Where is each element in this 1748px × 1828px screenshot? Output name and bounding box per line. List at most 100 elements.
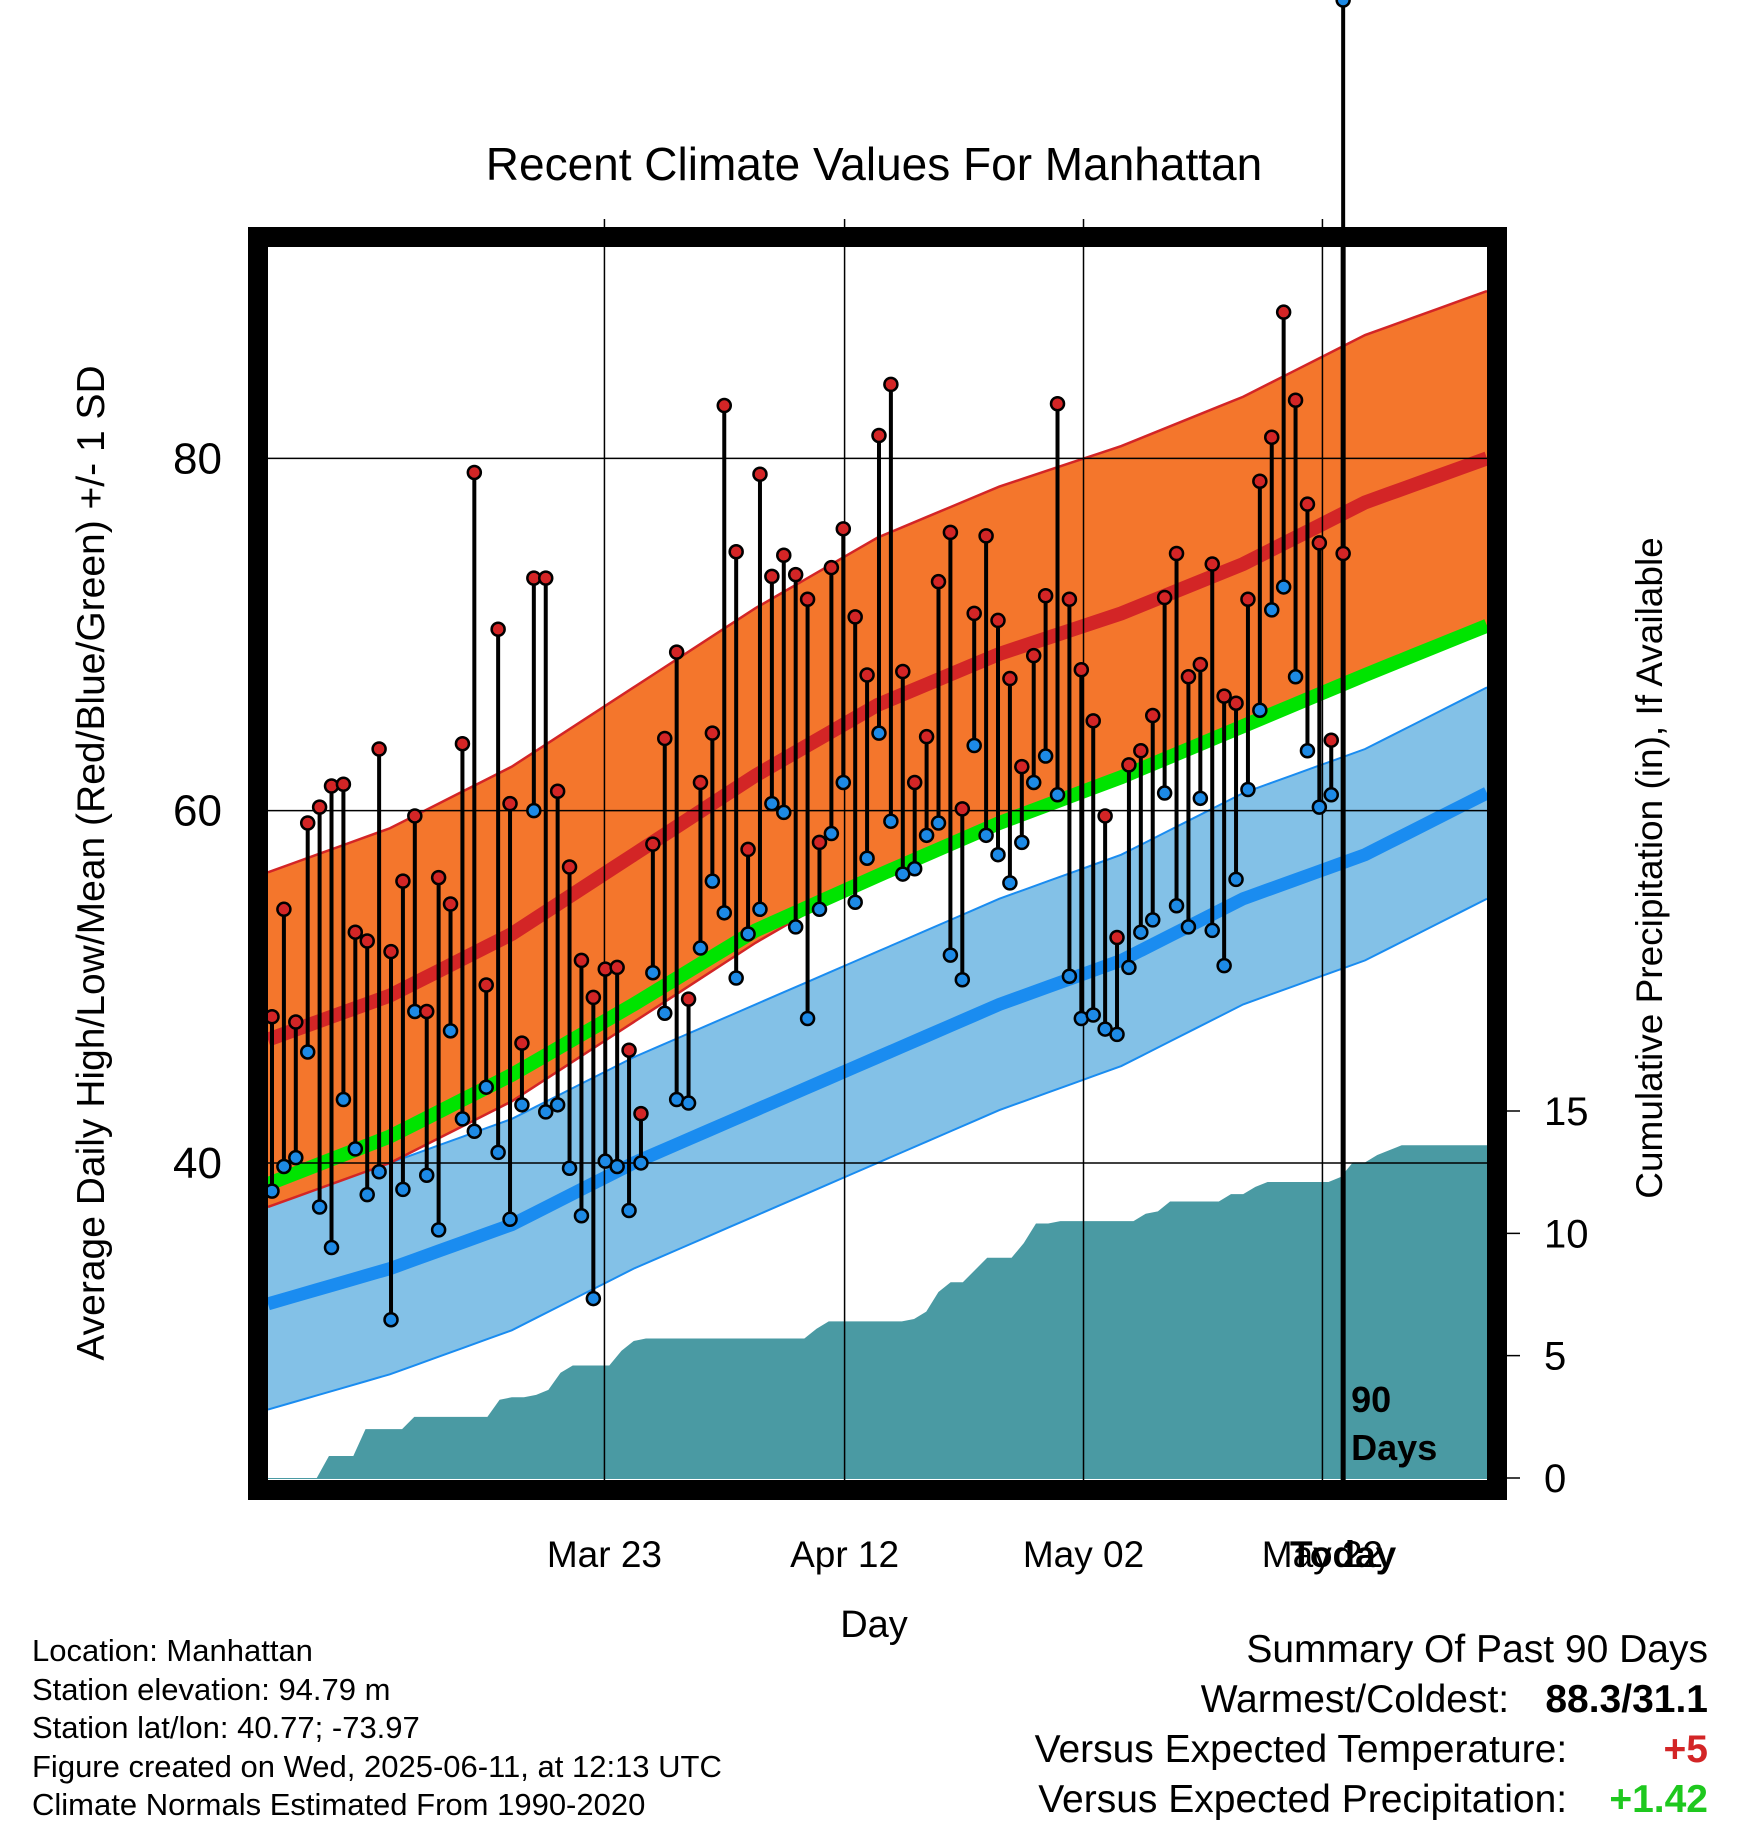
daily-high-point	[335, 776, 352, 792]
daily-high-point	[549, 783, 566, 800]
daily-high-point	[573, 952, 590, 969]
y2-tick-label: 10	[1544, 1212, 1589, 1256]
daily-low-point	[1204, 922, 1220, 939]
daily-low-point	[657, 1005, 673, 1021]
days-annotation-line2: Days	[1351, 1427, 1437, 1468]
daily-high-point	[454, 735, 471, 752]
daily-low-point	[418, 1167, 435, 1184]
daily-high-point	[835, 521, 852, 537]
normal-low-line	[266, 787, 1490, 1311]
daily-low-point	[609, 1158, 625, 1175]
daily-high-point	[1204, 556, 1220, 572]
daily-high-point	[1156, 589, 1173, 606]
temp-value: +5	[1663, 1728, 1708, 1771]
daily-low-point	[323, 1239, 340, 1256]
daily-low-point	[764, 795, 780, 812]
daily-low-point	[585, 1290, 602, 1307]
daily-high-point	[561, 859, 578, 875]
plot-frame	[248, 227, 1507, 1500]
daily-low-point	[787, 919, 804, 935]
station-info: Location: Manhattan Station elevation: 9…	[32, 1632, 722, 1825]
y-tick-label: 60	[173, 787, 222, 836]
daily-low-point	[930, 815, 947, 831]
daily-high-point	[692, 774, 709, 791]
daily-low-point	[823, 825, 840, 842]
daily-low-point	[1061, 968, 1078, 984]
daily-low-point	[1156, 785, 1173, 801]
daily-high-point	[1323, 732, 1340, 748]
y2-axis-label: Cumulative Precipitation (in), If Availa…	[1629, 537, 1670, 1199]
daily-high-point	[990, 612, 1006, 629]
daily-low-point	[1287, 669, 1304, 685]
daily-low-point	[502, 1211, 518, 1228]
y2-tick-label: 15	[1544, 1090, 1589, 1134]
daily-low-point	[276, 1158, 292, 1175]
daily-high-point	[871, 427, 887, 444]
daily-low-point	[1168, 898, 1185, 914]
daily-low-point	[359, 1186, 375, 1203]
daily-high-point	[1014, 758, 1030, 775]
daily-high-point	[1275, 304, 1292, 320]
daily-high-point	[621, 1042, 637, 1058]
chart-title: Recent Climate Values For Manhattan	[486, 138, 1262, 190]
daily-high-point	[276, 901, 292, 918]
daily-high-point	[716, 397, 733, 414]
daily-low-point	[740, 926, 756, 942]
daily-high-point	[1299, 496, 1316, 512]
summary-warm-cold: Warmest/Coldest: 88.3/31.1	[1035, 1675, 1708, 1725]
daily-high-point	[645, 836, 661, 852]
summary-title: Summary Of Past 90 Days	[1246, 1628, 1708, 1671]
daily-low-point	[549, 1097, 566, 1113]
x-axis-label: Day	[840, 1604, 908, 1646]
daily-high-point	[478, 977, 494, 993]
daily-low-point	[454, 1111, 471, 1127]
daily-low-point	[1180, 919, 1197, 935]
daily-low-point	[1121, 959, 1137, 976]
daily-low-point	[680, 1095, 697, 1111]
daily-high-point	[514, 1035, 530, 1051]
daily-high-point	[954, 801, 971, 817]
daily-high-point	[906, 774, 923, 791]
daily-high-point	[918, 728, 935, 745]
daily-high-point	[752, 466, 768, 482]
daily-high-point	[1085, 713, 1101, 729]
daily-low-point	[383, 1311, 399, 1328]
daily-low-point	[1025, 774, 1042, 791]
daily-high-point	[1263, 429, 1280, 445]
daily-high-point	[347, 924, 364, 940]
daily-low-point	[954, 972, 971, 988]
y2-tick-label: 0	[1544, 1457, 1566, 1501]
daily-low-point	[942, 947, 959, 963]
daily-high-point	[728, 543, 744, 560]
daily-low-point	[990, 846, 1006, 863]
daily-low-point	[478, 1079, 494, 1095]
daily-low-point	[311, 1199, 328, 1215]
daily-high-point	[1228, 695, 1244, 711]
daily-high-point	[1252, 473, 1268, 490]
precip-area	[268, 1145, 1487, 1479]
daily-low-point	[811, 901, 828, 918]
daily-high-point	[883, 376, 899, 393]
x-tick-label: Apr 12	[790, 1534, 899, 1575]
daily-low-point	[799, 1010, 816, 1027]
daily-high-point	[1216, 688, 1232, 704]
daily-low-point	[466, 1123, 483, 1139]
daily-low-point	[395, 1181, 411, 1198]
daily-high-point	[1121, 757, 1137, 773]
normal-mean-line	[265, 619, 1490, 1191]
daily-high-point	[895, 663, 911, 680]
daily-high-point	[1037, 588, 1054, 604]
daily-low-point	[490, 1144, 506, 1161]
daily-low-point	[1192, 790, 1209, 807]
daily-high-point	[1240, 591, 1256, 608]
daily-low-point	[692, 940, 709, 956]
daily-low-point	[1299, 743, 1316, 759]
daily-low-point	[752, 901, 768, 918]
daily-low-point	[1002, 875, 1018, 891]
daily-high-point	[311, 799, 328, 815]
daily-low-point	[847, 894, 863, 911]
daily-high-point	[430, 869, 447, 886]
created-text: Figure created on Wed, 2025-06-11, at 12…	[32, 1748, 722, 1784]
y2-tick-label: 5	[1544, 1335, 1566, 1379]
